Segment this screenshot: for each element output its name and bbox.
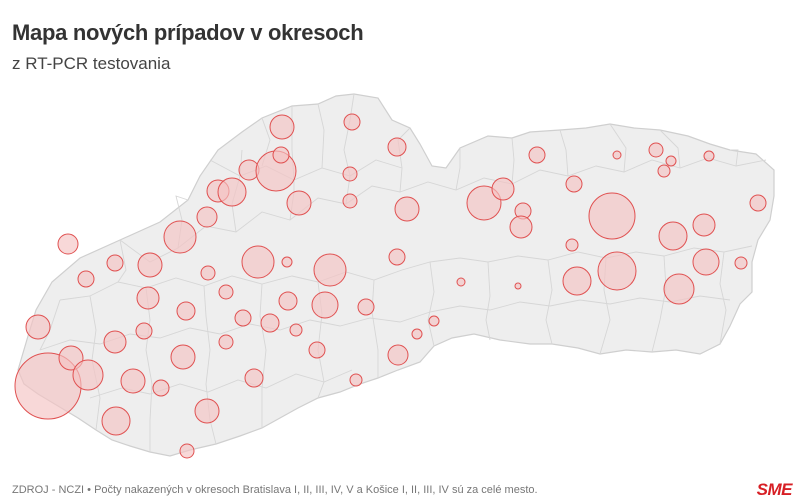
district-bubble[interactable] xyxy=(734,256,748,270)
district-bubble[interactable] xyxy=(72,359,104,391)
district-bubble[interactable] xyxy=(658,221,688,251)
sme-logo: SME xyxy=(756,480,793,499)
district-bubble[interactable] xyxy=(456,277,466,287)
footer-note: Počty nakazených v okresoch Bratislava I… xyxy=(94,484,538,496)
district-bubble[interactable] xyxy=(509,215,533,239)
district-bubble[interactable] xyxy=(179,443,195,459)
district-bubble[interactable] xyxy=(357,298,375,316)
district-bubble[interactable] xyxy=(269,114,295,140)
district-bubble[interactable] xyxy=(411,328,423,340)
district-bubble[interactable] xyxy=(528,146,546,164)
district-bubble[interactable] xyxy=(234,309,252,327)
district-bubble[interactable] xyxy=(388,248,406,266)
district-bubble[interactable] xyxy=(387,344,409,366)
page-subtitle: z RT-PCR testovania xyxy=(12,54,171,73)
source-footer: ZDROJ - NCZI • Počty nakazených v okreso… xyxy=(12,484,538,496)
district-bubble[interactable] xyxy=(135,322,153,340)
district-bubble[interactable] xyxy=(311,291,339,319)
district-bubble[interactable] xyxy=(101,406,131,436)
district-bubble[interactable] xyxy=(749,194,767,212)
district-bubble[interactable] xyxy=(692,248,720,276)
district-bubble[interactable] xyxy=(648,142,664,158)
district-bubble[interactable] xyxy=(278,291,298,311)
district-bubble[interactable] xyxy=(565,238,579,252)
district-bubble[interactable] xyxy=(120,368,146,394)
district-bubble[interactable] xyxy=(218,284,234,300)
district-bubble[interactable] xyxy=(244,368,264,388)
page-title: Mapa nových prípadov v okresoch xyxy=(12,20,364,45)
footer-separator: • xyxy=(87,484,92,496)
district-bubble[interactable] xyxy=(491,177,515,201)
district-bubble[interactable] xyxy=(612,150,622,160)
district-bubble[interactable] xyxy=(218,334,234,350)
district-bubble[interactable] xyxy=(194,398,220,424)
district-bubble[interactable] xyxy=(313,253,347,287)
district-bubble[interactable] xyxy=(597,251,637,291)
district-bubble[interactable] xyxy=(163,220,197,254)
district-bubble[interactable] xyxy=(703,150,715,162)
district-bubble[interactable] xyxy=(663,273,695,305)
district-bubble[interactable] xyxy=(170,344,196,370)
district-bubble[interactable] xyxy=(665,155,677,167)
district-bubble[interactable] xyxy=(58,345,84,371)
district-bubble[interactable] xyxy=(588,192,636,240)
district-bubble[interactable] xyxy=(289,323,303,337)
district-bubble[interactable] xyxy=(176,301,196,321)
district-bubble[interactable] xyxy=(77,270,95,288)
district-bubble[interactable] xyxy=(565,175,583,193)
district-bubble[interactable] xyxy=(136,286,160,310)
district-bubble[interactable] xyxy=(241,245,275,279)
district-bubble[interactable] xyxy=(562,266,592,296)
district-bubble[interactable] xyxy=(106,254,124,272)
district-bubble[interactable] xyxy=(657,164,671,178)
district-bubble[interactable] xyxy=(394,196,420,222)
district-bubble[interactable] xyxy=(217,177,247,207)
district-bubble[interactable] xyxy=(349,373,363,387)
country-shape xyxy=(17,93,775,457)
district-bubble[interactable] xyxy=(342,166,358,182)
district-bubble[interactable] xyxy=(25,314,51,340)
district-bubble[interactable] xyxy=(196,206,218,228)
district-bubble[interactable] xyxy=(342,193,358,209)
district-bubble[interactable] xyxy=(514,282,522,290)
district-bubble[interactable] xyxy=(428,315,440,327)
district-bubble[interactable] xyxy=(692,213,716,237)
case-bubbles xyxy=(14,113,767,459)
district-bubble[interactable] xyxy=(57,233,79,255)
district-bubble[interactable] xyxy=(286,190,312,216)
source-label: ZDROJ - NCZI xyxy=(12,484,85,496)
district-bubble[interactable] xyxy=(260,313,280,333)
district-bubble[interactable] xyxy=(466,185,502,221)
district-bubble[interactable] xyxy=(200,265,216,281)
district-bubble[interactable] xyxy=(343,113,361,131)
district-bubble[interactable] xyxy=(308,341,326,359)
district-bubble[interactable] xyxy=(152,379,170,397)
district-bubble[interactable] xyxy=(272,146,290,164)
district-bubble[interactable] xyxy=(103,330,127,354)
district-bubble[interactable] xyxy=(281,256,293,268)
district-bubble[interactable] xyxy=(387,137,407,157)
district-bubble[interactable] xyxy=(137,252,163,278)
